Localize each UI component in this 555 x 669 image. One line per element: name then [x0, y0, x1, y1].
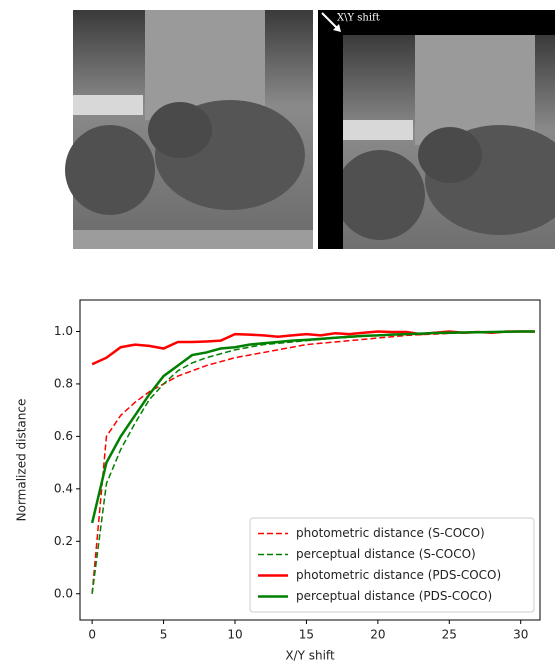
x-tick-label: 30: [513, 628, 528, 642]
axes-frame: [79, 299, 541, 621]
legend-box: [249, 517, 535, 613]
legend: photometric distance (S-COCO) perceptual …: [249, 517, 535, 613]
legend-label: perceptual distance (S-COCO): [296, 547, 476, 561]
y-tick-label: 0.6: [54, 429, 73, 443]
x-tick-label: 0: [88, 628, 96, 642]
y-axis-label: Normalized distance: [15, 399, 29, 522]
x-tick-label: 20: [370, 628, 385, 642]
photo-original: [65, 10, 313, 249]
legend-label: perceptual distance (PDS-COCO): [296, 589, 492, 603]
x-axis-label: X/Y shift: [285, 649, 335, 663]
plot: 0.0 0.2 0.4 0.6 0.8 1.0 0 5 10 15 20 25 30 X/Y shift N…: [15, 299, 541, 663]
y-tick-label: 0.0: [54, 586, 73, 600]
y-tick-label: 0.2: [54, 534, 73, 548]
y-tick-label: 0.4: [54, 481, 73, 495]
x-tick-label: 15: [299, 628, 314, 642]
series-line: [90, 330, 535, 524]
legend-label: photometric distance (PDS-COCO): [296, 568, 501, 582]
x-tick-label: 25: [442, 628, 457, 642]
series-line: [91, 330, 535, 366]
x-tick-label: 5: [160, 628, 168, 642]
y-tick-label: 0.8: [54, 376, 73, 390]
legend-label: photometric distance (S-COCO): [296, 526, 485, 540]
y-tick-label: 1.0: [54, 324, 73, 338]
shift-annotation: X\Y shift: [337, 13, 380, 24]
photo-shifted: X\Y shift: [318, 10, 555, 249]
x-tick-label: 10: [227, 628, 242, 642]
